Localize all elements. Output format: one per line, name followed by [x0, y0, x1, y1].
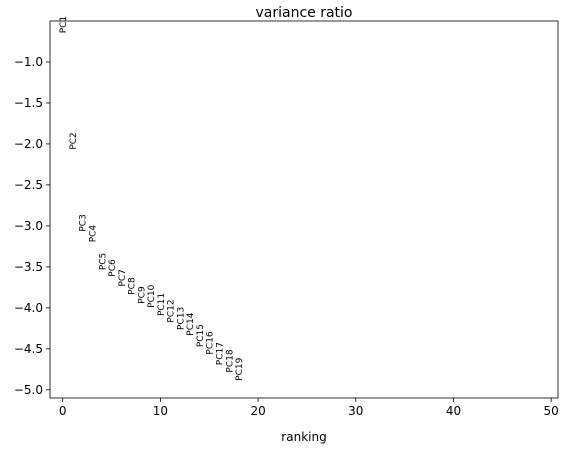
x-tick-label: 40	[446, 404, 461, 418]
point-label: PC16	[206, 331, 216, 354]
x-tick-label: 0	[59, 404, 67, 418]
point-label: PC11	[157, 293, 167, 316]
y-tick-label: −3.0	[14, 219, 43, 233]
point-label: PC3	[79, 214, 89, 231]
y-tick-label: −3.5	[14, 260, 43, 274]
x-tick-label: 10	[153, 404, 168, 418]
point-label: PC4	[89, 225, 99, 243]
point-label: PC19	[235, 357, 245, 380]
point-label: PC18	[225, 349, 235, 372]
x-tick-label: 50	[544, 404, 559, 418]
point-label: PC8	[128, 277, 138, 295]
y-tick-label: −4.5	[14, 342, 43, 356]
x-tick-label: 30	[348, 404, 363, 418]
point-label: PC10	[147, 284, 157, 307]
point-label: PC1	[59, 16, 69, 33]
y-tick-label: −1.0	[14, 55, 43, 69]
point-label: PC6	[108, 259, 118, 277]
plot-frame	[49, 20, 559, 399]
point-label: PC9	[137, 286, 147, 304]
point-label: PC5	[98, 253, 108, 270]
point-label: PC14	[186, 312, 196, 335]
point-label: PC12	[167, 299, 177, 322]
point-label: PC17	[216, 342, 226, 365]
chart-title: variance ratio	[255, 5, 352, 21]
y-tick-label: −4.0	[14, 301, 43, 315]
y-tick-label: −1.5	[14, 96, 43, 110]
y-tick-label: −5.0	[14, 383, 43, 397]
y-tick-label: −2.0	[14, 137, 43, 151]
x-tick-label: 20	[250, 404, 265, 418]
point-label: PC15	[196, 324, 206, 347]
y-tick-label: −2.5	[14, 178, 43, 192]
point-label: PC7	[118, 269, 128, 286]
point-label: PC13	[176, 307, 186, 330]
x-axis-label: ranking	[281, 430, 326, 444]
point-label: PC2	[69, 132, 79, 149]
